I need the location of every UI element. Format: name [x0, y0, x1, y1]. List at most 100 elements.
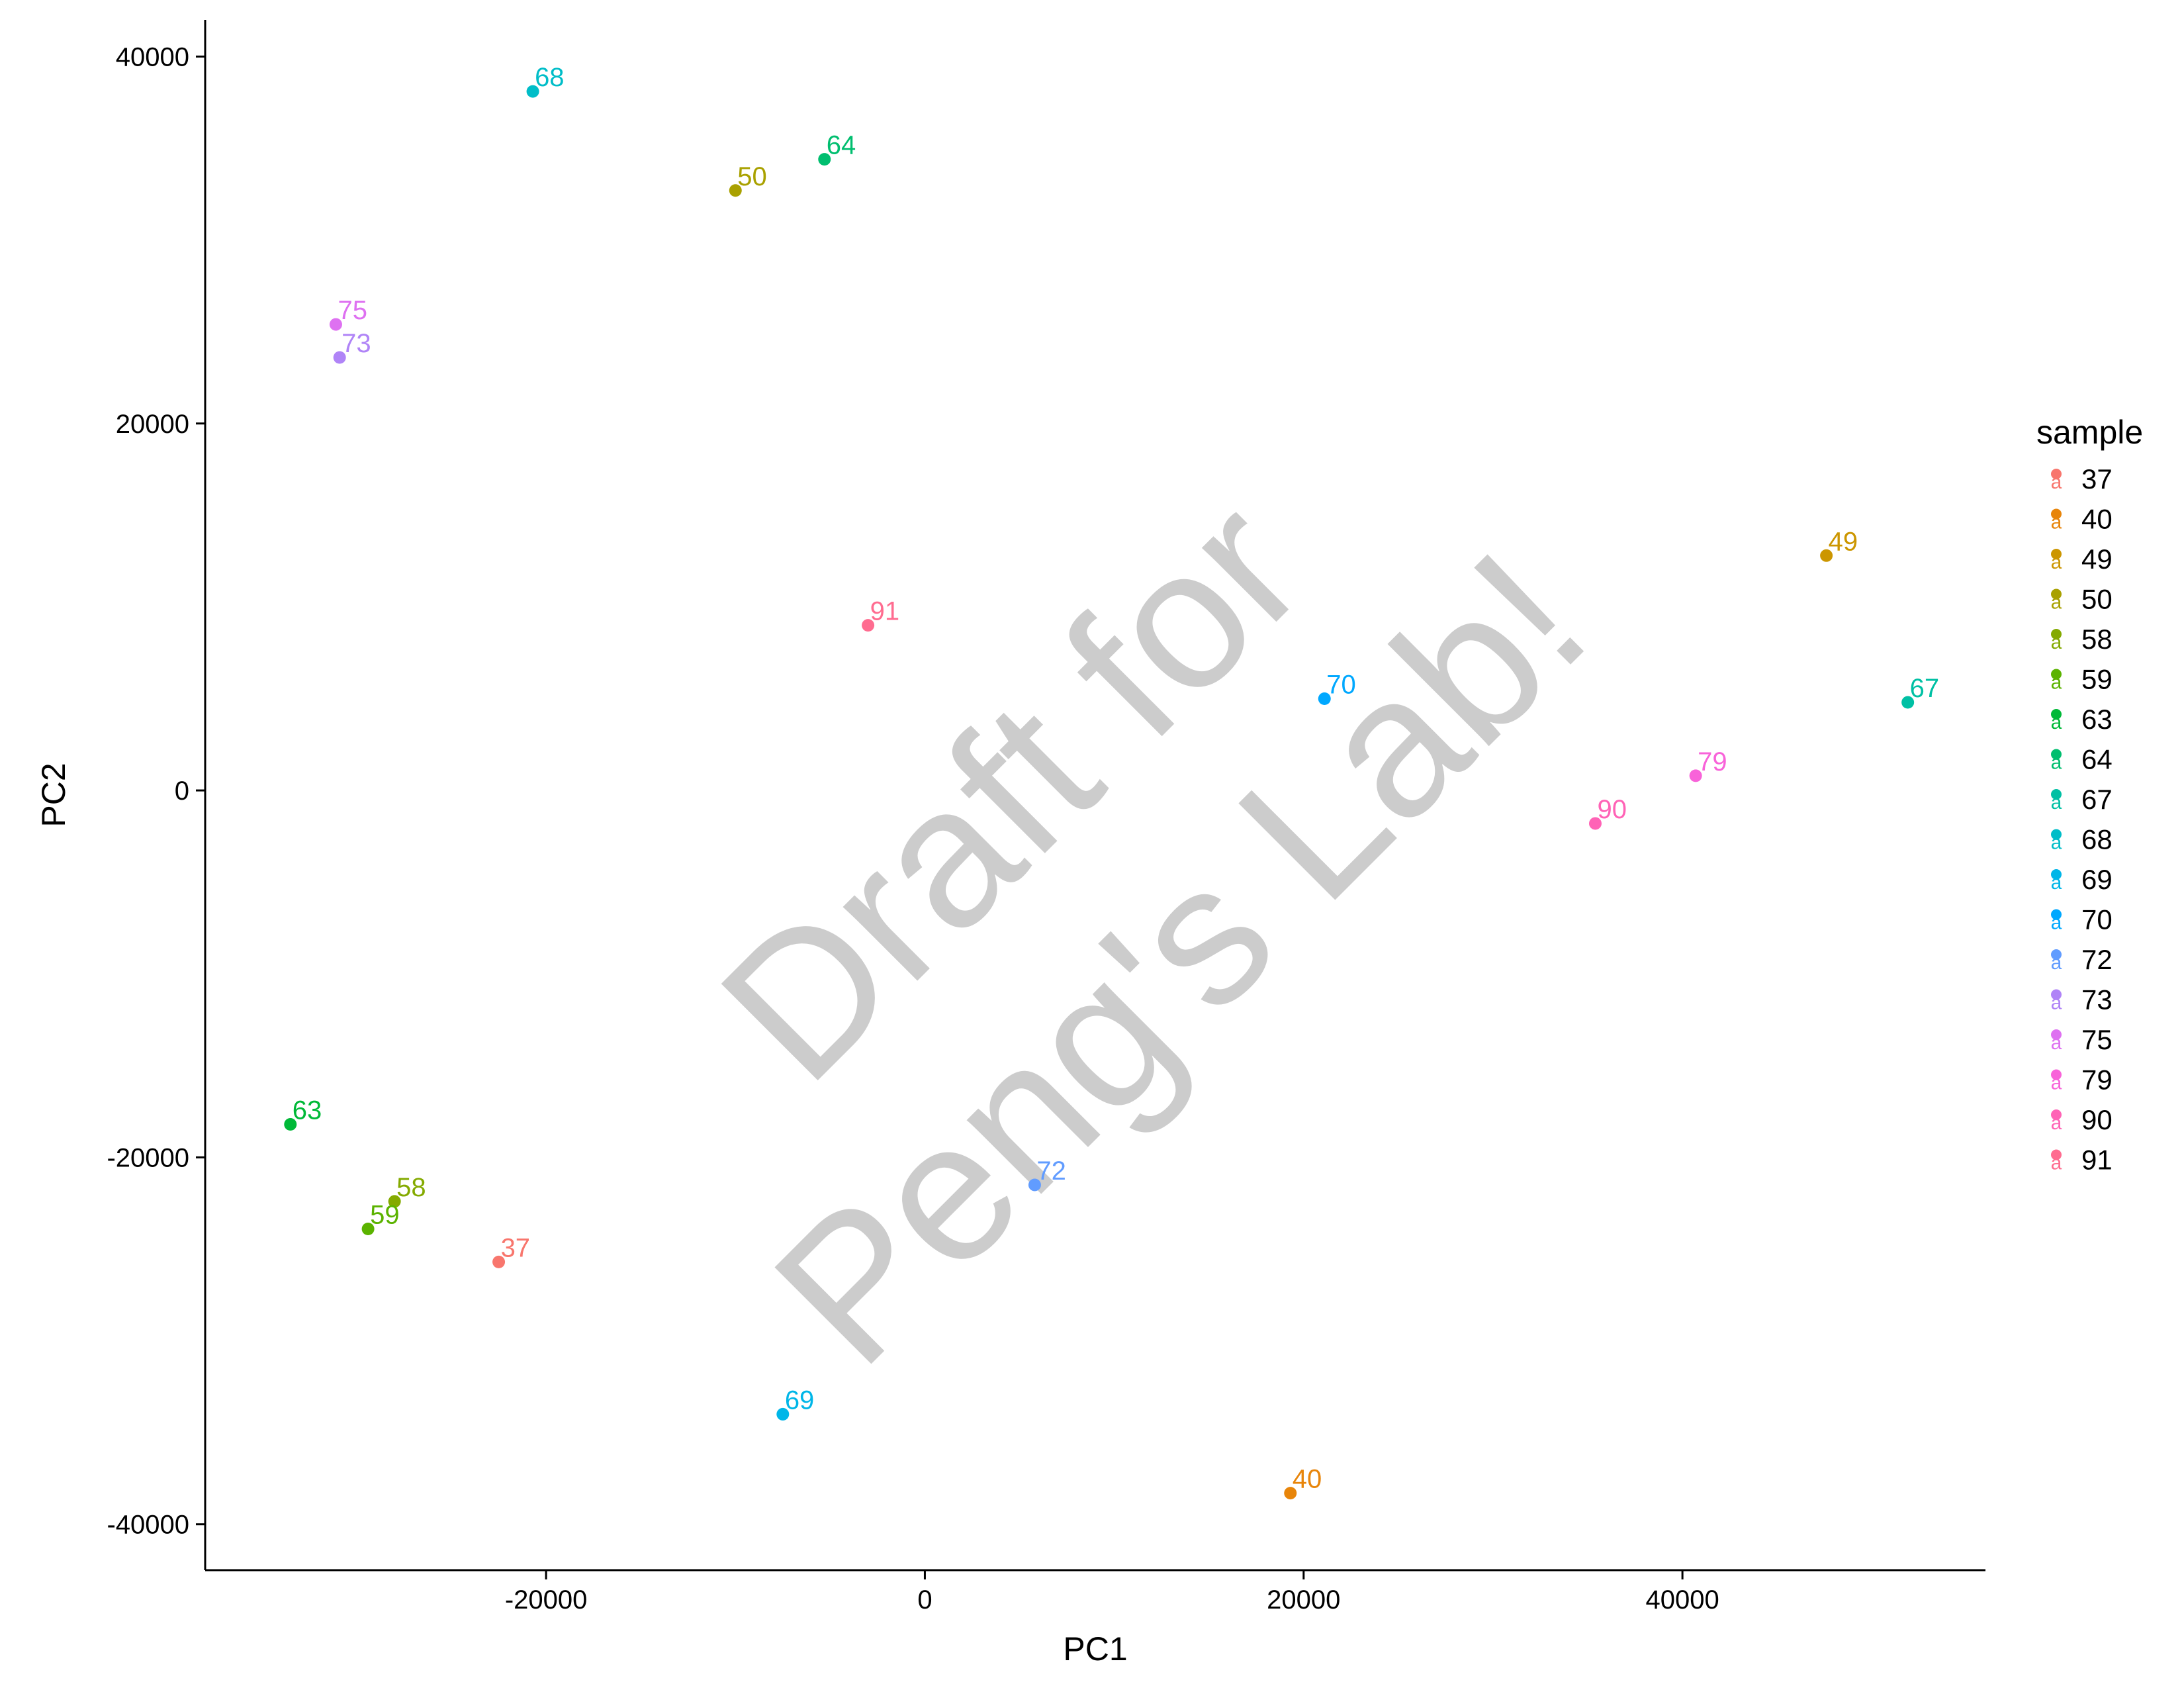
legend-key-point-50 [2051, 588, 2062, 600]
y-tick-label: -40000 [107, 1511, 189, 1540]
data-label-75: 75 [338, 296, 367, 325]
legend-key-point-40 [2051, 508, 2062, 520]
legend-key-point-49 [2051, 549, 2062, 559]
legend-key-text-69: a [2051, 872, 2062, 894]
legend-label-59: 59 [2081, 664, 2113, 695]
legend-label-67: 67 [2081, 784, 2113, 815]
data-label-63: 63 [293, 1096, 322, 1125]
data-point-59 [361, 1222, 375, 1235]
legend-key-text-79: a [2051, 1072, 2062, 1094]
legend-key-point-68 [2051, 829, 2062, 840]
data-label-72: 72 [1036, 1156, 1066, 1186]
legend-key-point-90 [2051, 1109, 2062, 1120]
legend-key-point-70 [2051, 909, 2062, 920]
legend-key-point-67 [2051, 789, 2062, 800]
legend-key-text-68: a [2051, 832, 2062, 854]
data-point-64 [818, 153, 831, 166]
legend-title: sample [2036, 414, 2143, 451]
legend-key-text-72: a [2051, 952, 2062, 974]
legend-key-text-67: a [2051, 792, 2062, 814]
legend-label-70: 70 [2081, 904, 2113, 935]
data-point-40 [1284, 1487, 1297, 1500]
data-label-58: 58 [396, 1173, 426, 1202]
data-label-69: 69 [785, 1385, 815, 1415]
y-ticks: -40000 -20000 0 20000 40000 [107, 42, 205, 1540]
data-point-91 [862, 619, 875, 632]
data-point-63 [284, 1118, 297, 1131]
data-label-91: 91 [870, 597, 900, 626]
legend-key-text-40: a [2051, 512, 2062, 534]
legend-key-text-75: a [2051, 1032, 2062, 1054]
x-tick-label: 40000 [1646, 1585, 1719, 1615]
legend-label-73: 73 [2081, 984, 2113, 1015]
legend-key-point-72 [2051, 949, 2062, 960]
legend-label-75: 75 [2081, 1024, 2113, 1055]
data-point-50 [729, 184, 742, 197]
x-ticks: -20000 0 20000 40000 [505, 1570, 1719, 1615]
legend-key-text-90: a [2051, 1112, 2062, 1134]
data-label-90: 90 [1597, 795, 1627, 824]
data-point-79 [1689, 769, 1702, 782]
legend-label-63: 63 [2081, 704, 2113, 735]
data-label-79: 79 [1698, 747, 1727, 776]
x-tick-label: 20000 [1267, 1585, 1340, 1615]
legend-key-text-49: a [2051, 551, 2062, 573]
legend-key-text-58: a [2051, 632, 2062, 653]
legend-key-text-91: a [2051, 1152, 2062, 1174]
data-point-70 [1318, 692, 1331, 705]
data-label-40: 40 [1293, 1465, 1322, 1494]
legend-key-point-79 [2051, 1069, 2062, 1080]
legend-key-point-69 [2051, 869, 2062, 880]
data-point-68 [526, 85, 539, 98]
legend-key-text-73: a [2051, 992, 2062, 1014]
data-label-59: 59 [370, 1200, 400, 1229]
data-label-67: 67 [1910, 674, 1940, 703]
data-label-68: 68 [535, 63, 565, 92]
legend-key-text-50: a [2051, 592, 2062, 614]
data-label-70: 70 [1326, 670, 1356, 699]
legend-key-point-91 [2051, 1149, 2062, 1160]
axes [204, 20, 1985, 1571]
data-label-73: 73 [341, 329, 371, 358]
legend-label-72: 72 [2081, 944, 2113, 975]
legend-key-point-73 [2051, 989, 2062, 1000]
data-point-58 [388, 1195, 401, 1208]
data-point-69 [776, 1407, 790, 1421]
data-label-50: 50 [737, 162, 767, 191]
data-point-37 [492, 1255, 506, 1268]
legend-label-58: 58 [2081, 624, 2113, 655]
legend-label-90: 90 [2081, 1104, 2113, 1135]
y-tick-label: -20000 [107, 1143, 189, 1172]
legend-label-79: 79 [2081, 1064, 2113, 1096]
legend: sample a 37 a 40 a 49 a 50 a 58 a 59 a 63 a 64 a 67 a 68 a 69… [2036, 414, 2143, 1176]
legend-key-point-37 [2051, 469, 2062, 479]
y-tick-label: 0 [175, 776, 189, 806]
y-axis-title: PC2 [35, 763, 72, 827]
x-axis-title: PC1 [1063, 1630, 1127, 1667]
legend-label-50: 50 [2081, 584, 2113, 615]
x-tick-label: 0 [917, 1585, 932, 1615]
data-point-72 [1028, 1178, 1041, 1192]
data-label-64: 64 [827, 131, 856, 160]
legend-label-37: 37 [2081, 463, 2113, 494]
legend-key-text-63: a [2051, 712, 2062, 733]
data-point-49 [1820, 549, 1833, 562]
legend-label-69: 69 [2081, 864, 2113, 895]
legend-label-68: 68 [2081, 824, 2113, 855]
x-tick-label: -20000 [505, 1585, 588, 1615]
legend-key-point-75 [2051, 1029, 2062, 1040]
legend-key-point-59 [2051, 669, 2062, 680]
legend-label-64: 64 [2081, 744, 2113, 775]
legend-label-49: 49 [2081, 543, 2113, 575]
legend-key-point-63 [2051, 709, 2062, 720]
data-label-37: 37 [501, 1233, 531, 1262]
data-label-49: 49 [1829, 527, 1858, 556]
legend-key-text-59: a [2051, 672, 2062, 694]
legend-label-91: 91 [2081, 1145, 2113, 1176]
legend-key-point-64 [2051, 749, 2062, 760]
legend-key-text-37: a [2051, 471, 2062, 493]
data-point-73 [333, 351, 346, 364]
